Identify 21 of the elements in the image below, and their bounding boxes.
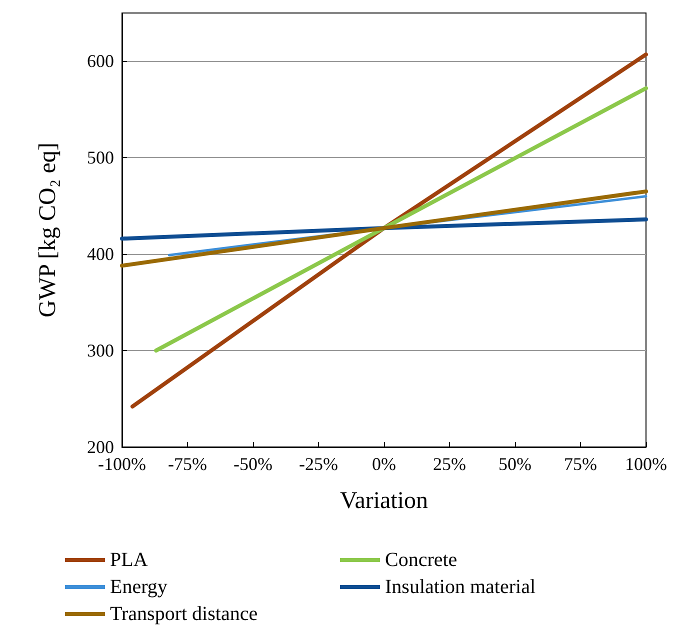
y-tick-label: 600 xyxy=(87,51,114,72)
y-tick-label: 500 xyxy=(87,148,114,168)
x-tick-label: -50% xyxy=(234,454,272,474)
y-tick-label: 400 xyxy=(87,244,114,264)
x-tick-label: -75% xyxy=(168,454,207,474)
legend-label: Energy xyxy=(110,576,168,598)
x-tick-label: 25% xyxy=(433,454,466,474)
legend-label: PLA xyxy=(110,549,148,571)
y-axis-title: GWP [kg CO₂ eq] xyxy=(35,142,61,318)
legend-label: Insulation material xyxy=(385,576,536,598)
x-tick-label: 100% xyxy=(625,454,667,474)
x-tick-label: 75% xyxy=(564,454,597,474)
x-tick-label: 0% xyxy=(372,454,396,474)
y-tick-label: 200 xyxy=(87,437,114,457)
x-tick-label: -25% xyxy=(299,454,338,474)
x-axis-title: Variation xyxy=(340,488,428,514)
legend-label: Concrete xyxy=(385,549,458,571)
x-tick-label: 50% xyxy=(498,454,532,474)
legend-label: Transport distance xyxy=(110,603,258,625)
y-tick-label: 300 xyxy=(87,340,114,361)
x-tick-label: -100% xyxy=(98,454,146,474)
